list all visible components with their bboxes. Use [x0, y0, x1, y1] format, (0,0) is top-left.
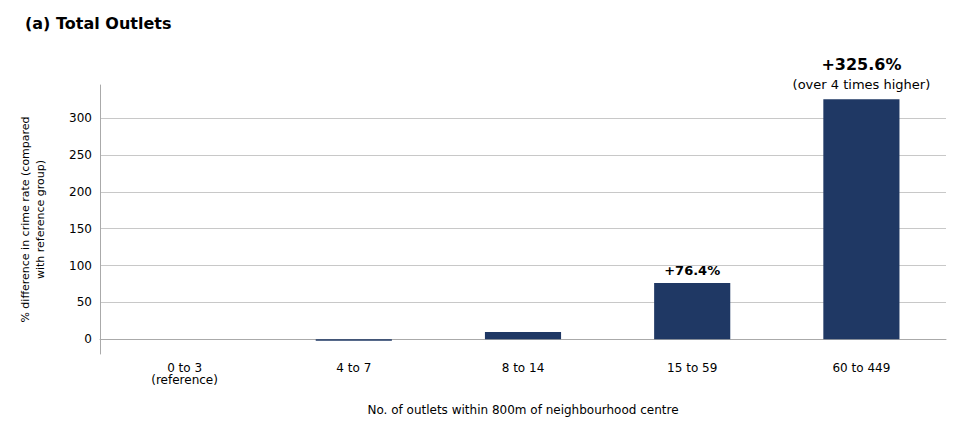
svg-text:0 to 3: 0 to 3 [167, 361, 203, 375]
svg-text:4 to 7: 4 to 7 [336, 361, 371, 375]
svg-text:(a) Total Outlets: (a) Total Outlets [25, 14, 171, 33]
svg-text:+76.4%: +76.4% [664, 263, 720, 278]
svg-text:100: 100 [69, 259, 92, 273]
svg-text:0: 0 [84, 332, 92, 346]
svg-text:with reference group): with reference group) [34, 160, 47, 279]
svg-text:15 to 59: 15 to 59 [667, 361, 717, 375]
svg-text:% difference in crime rate (co: % difference in crime rate (compared [19, 116, 32, 322]
svg-text:50: 50 [77, 295, 92, 309]
svg-text:+325.6%: +325.6% [821, 55, 901, 74]
svg-text:(over 4 times higher): (over 4 times higher) [793, 77, 931, 92]
svg-text:150: 150 [69, 222, 92, 236]
svg-text:8 to 14: 8 to 14 [502, 361, 545, 375]
svg-text:200: 200 [69, 185, 92, 199]
svg-text:(reference): (reference) [151, 373, 218, 387]
svg-text:300: 300 [69, 111, 92, 125]
svg-text:No. of outlets within 800m of: No. of outlets within 800m of neighbourh… [367, 403, 678, 417]
svg-text:60 to 449: 60 to 449 [832, 361, 890, 375]
svg-text:250: 250 [69, 148, 92, 162]
